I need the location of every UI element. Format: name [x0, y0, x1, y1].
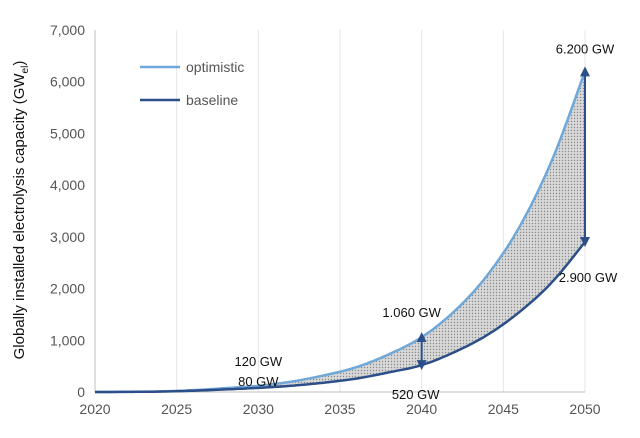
y-tick-label: 1,000	[50, 332, 85, 348]
annotation-label: 520 GW	[392, 387, 440, 402]
y-tick-label: 6,000	[50, 74, 85, 90]
y-tick-label: 4,000	[50, 177, 85, 193]
annotation-label: 6.200 GW	[556, 41, 615, 56]
fill-between-series	[95, 71, 585, 393]
x-tick-label: 2035	[324, 401, 355, 417]
data-annotations: 6.200 GW 2.900 GW 1.060 GW 520 GW 120 GW 80 G…	[234, 41, 618, 402]
y-tick-label: 5,000	[50, 125, 85, 141]
y-tick-label: 2,000	[50, 281, 85, 297]
annotation-label: 2.900 GW	[559, 270, 618, 285]
legend: optimistic baseline	[140, 59, 244, 108]
x-tick-label: 2040	[406, 401, 437, 417]
difference-arrows	[416, 66, 590, 371]
y-axis-label: Globally installed electrolysis capacity…	[11, 61, 31, 360]
x-tick-label: 2025	[161, 401, 192, 417]
x-tick-label: 2030	[243, 401, 274, 417]
series-lines	[95, 70, 587, 394]
y-tick-label: 7,000	[50, 22, 85, 38]
x-tick-label: 2050	[569, 401, 600, 417]
series-line-baseline	[95, 241, 586, 394]
x-tick-label: 2020	[79, 401, 110, 417]
annotation-label: 1.060 GW	[382, 305, 441, 320]
y-tick-label: 3,000	[50, 229, 85, 245]
area-between-series	[95, 71, 585, 393]
legend-label-baseline: baseline	[186, 92, 238, 108]
legend-label-optimistic: optimistic	[186, 59, 244, 75]
annotation-label: 120 GW	[234, 354, 282, 369]
tick-labels: 2020 2025 2030 2035 2040 2045 2050 0 1,000 2,000 3…	[50, 22, 601, 417]
annotation-label: 80 GW	[238, 374, 279, 389]
y-tick-label: 0	[77, 384, 85, 400]
x-tick-label: 2045	[488, 401, 519, 417]
grid-lines	[176, 30, 586, 392]
